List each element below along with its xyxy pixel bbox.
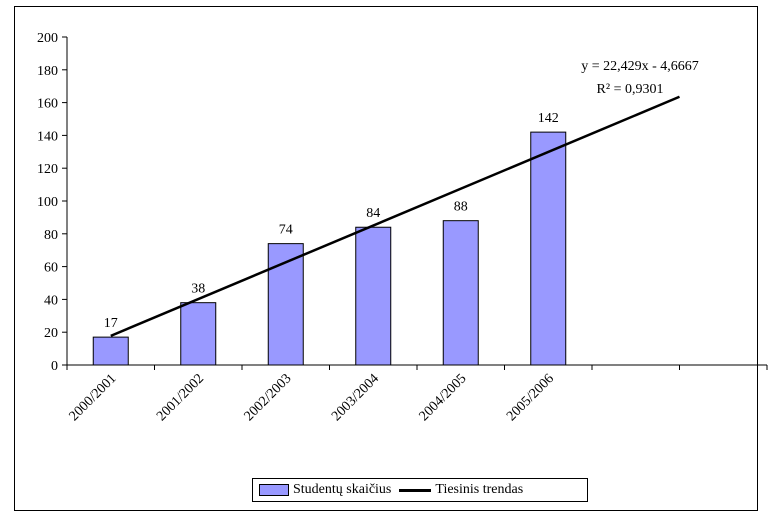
y-tick-label: 140: [37, 129, 58, 144]
y-tick-label: 60: [44, 261, 58, 276]
x-tick-label: 2000/2001: [67, 371, 120, 424]
trendline-equation: y = 22,429x - 4,6667: [581, 59, 699, 74]
data-label: 17: [104, 316, 118, 331]
legend-item-trend: Tiesinis trendas: [399, 482, 523, 498]
bar: [530, 131, 567, 366]
trendline-path: [110, 95, 680, 338]
bar: [267, 243, 304, 366]
y-tick-label: 180: [37, 64, 58, 79]
data-label: 74: [279, 223, 293, 238]
bar: [355, 226, 392, 366]
bar: [180, 302, 217, 366]
y-tick-label: 80: [44, 228, 58, 243]
y-tick-labels: 0 20 40 60 80 100 120 140 160 180 200: [37, 31, 58, 374]
data-label: 142: [538, 111, 559, 126]
legend: Studentų skaičius Tiesinis trendas: [252, 478, 588, 502]
data-label: 38: [191, 282, 205, 297]
bar: [442, 220, 479, 366]
data-labels: 17 38 74 84 88 142: [104, 111, 559, 331]
trendline: [110, 95, 680, 338]
data-label: 84: [366, 206, 380, 221]
y-tick-label: 40: [44, 293, 58, 308]
x-tick-label: 2001/2002: [154, 371, 207, 424]
x-tick-label: 2003/2004: [329, 371, 382, 424]
y-tick-label: 0: [51, 359, 58, 374]
x-tick-label: 2002/2003: [242, 371, 295, 424]
y-tick-label: 160: [37, 97, 58, 112]
y-tick-label: 100: [37, 195, 58, 210]
legend-item-bars: Studentų skaičius: [259, 482, 391, 498]
legend-swatch-trend: [399, 488, 432, 492]
x-tick-label: 2004/2005: [417, 371, 470, 424]
trendline-r-squared: R² = 0,9301: [597, 82, 664, 97]
legend-swatch-bars: [259, 484, 289, 496]
x-tick-label: 2005/2006: [504, 371, 557, 424]
x-tick-labels: 2000/2001 2001/2002 2002/2003 2003/2004 2004…: [67, 371, 557, 424]
legend-label-bars: Studentų skaičius: [293, 482, 392, 497]
y-tick-label: 120: [37, 162, 58, 177]
legend-label-trend: Tiesinis trendas: [435, 482, 524, 497]
bar: [92, 336, 129, 366]
data-label: 88: [454, 200, 468, 215]
bars: [92, 131, 567, 366]
y-tick-label: 20: [44, 326, 58, 341]
y-tick-label: 200: [37, 31, 58, 46]
